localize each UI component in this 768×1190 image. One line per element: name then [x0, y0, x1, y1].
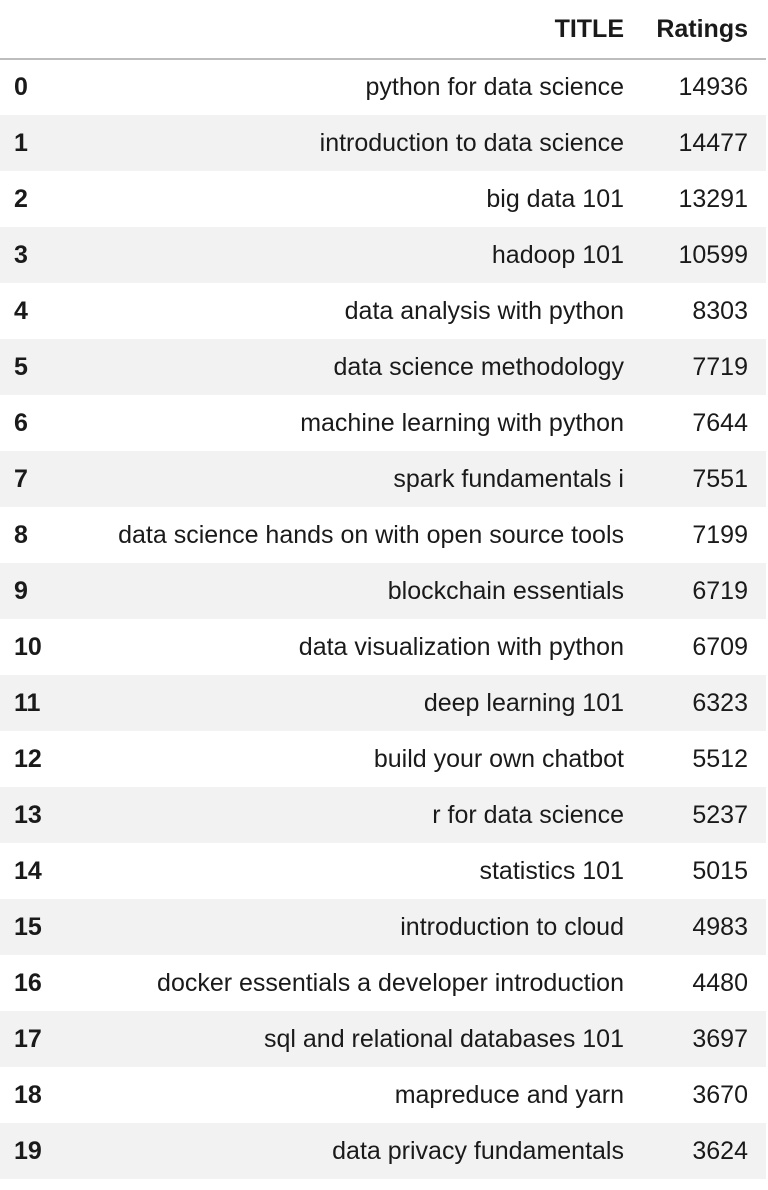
row-index: 19: [14, 1136, 42, 1165]
row-title-cell: spark fundamentals i: [393, 464, 624, 493]
row-index: 9: [14, 576, 28, 605]
table-row: 9 blockchain essentials 6719: [0, 563, 766, 619]
row-ratings-cell: 7719: [692, 352, 748, 381]
table-row: 18 mapreduce and yarn 3670: [0, 1067, 766, 1123]
row-ratings-cell: 13291: [678, 184, 748, 213]
row-index: 0: [14, 73, 28, 101]
row-index: 7: [14, 464, 28, 493]
table-row: 1 introduction to data science 14477: [0, 115, 766, 171]
table-body: 0 python for data science 14936 1 introducti…: [0, 59, 766, 1179]
row-title-cell: introduction to cloud: [400, 912, 624, 941]
row-ratings-cell: 10599: [678, 240, 748, 269]
row-title-cell: deep learning 101: [423, 688, 624, 717]
table-row: 10 data visualization with python 6709: [0, 619, 766, 675]
table-row: 14 statistics 101 5015: [0, 843, 766, 899]
table-row: 8 data science hands on with open source …: [0, 507, 766, 563]
row-index: 17: [14, 1024, 42, 1053]
row-title-cell: introduction to data science: [319, 128, 624, 157]
row-index: 6: [14, 408, 28, 437]
row-index: 8: [14, 520, 28, 549]
table-row: 16 docker essentials a developer introduc…: [0, 955, 766, 1011]
row-ratings-cell: 4480: [692, 968, 748, 997]
table-row: 0 python for data science 14936: [0, 59, 766, 115]
row-title-cell: data science methodology: [333, 352, 624, 381]
row-index: 12: [14, 744, 42, 773]
table-row: 19 data privacy fundamentals 3624: [0, 1123, 766, 1179]
row-ratings-cell: 3624: [692, 1136, 748, 1165]
row-ratings-cell: 14936: [678, 73, 748, 101]
table-row: 4 data analysis with python 8303: [0, 283, 766, 339]
index-column-header: [0, 0, 64, 60]
table-row: 6 machine learning with python 7644: [0, 395, 766, 451]
row-title-cell: statistics 101: [479, 856, 624, 885]
table-row: 15 introduction to cloud 4983: [0, 899, 766, 955]
table-row: 7 spark fundamentals i 7551: [0, 451, 766, 507]
row-index: 2: [14, 184, 28, 213]
row-title-cell: data analysis with python: [344, 296, 624, 325]
table-row: 11 deep learning 101 6323: [0, 675, 766, 731]
header-row: TITLE Ratings: [0, 0, 766, 60]
row-title-cell: big data 101: [486, 184, 624, 213]
row-title-cell: blockchain essentials: [387, 576, 624, 605]
row-ratings-cell: 14477: [678, 128, 748, 157]
row-ratings-cell: 6323: [692, 688, 748, 717]
row-title-cell: docker essentials a developer introducti…: [157, 968, 624, 997]
row-title-cell: mapreduce and yarn: [394, 1080, 624, 1109]
row-index: 3: [14, 240, 28, 269]
row-title-cell: hadoop 101: [491, 240, 624, 269]
table-row: 17 sql and relational databases 101 3697: [0, 1011, 766, 1067]
table-row: 12 build your own chatbot 5512: [0, 731, 766, 787]
row-index: 16: [14, 968, 42, 997]
row-index: 4: [14, 296, 28, 325]
row-index: 15: [14, 912, 42, 941]
row-ratings-cell: 7644: [692, 408, 748, 437]
row-title-cell: data science hands on with open source t…: [118, 520, 624, 549]
title-column-header: TITLE: [64, 0, 642, 60]
table-row: 2 big data 101 13291: [0, 171, 766, 227]
row-ratings-cell: 4983: [692, 912, 748, 941]
row-title-cell: machine learning with python: [300, 408, 624, 437]
row-index: 10: [14, 632, 42, 661]
row-ratings-cell: 3670: [692, 1080, 748, 1109]
row-ratings-cell: 3697: [692, 1024, 748, 1053]
row-index: 5: [14, 352, 28, 381]
row-ratings-cell: 8303: [692, 296, 748, 325]
row-ratings-cell: 5512: [692, 744, 748, 773]
row-index: 11: [14, 688, 41, 717]
row-title-cell: r for data science: [432, 800, 624, 829]
table-row: 5 data science methodology 7719: [0, 339, 766, 395]
row-title-cell: data visualization with python: [298, 632, 624, 661]
table-row: 13 r for data science 5237: [0, 787, 766, 843]
row-ratings-cell: 5015: [692, 856, 748, 885]
row-index: 18: [14, 1080, 42, 1109]
row-index: 13: [14, 800, 42, 829]
row-index: 14: [14, 856, 42, 885]
row-title-cell: build your own chatbot: [373, 744, 624, 773]
ratings-column-header: Ratings: [642, 0, 766, 60]
table-row: 3 hadoop 101 10599: [0, 227, 766, 283]
table-header: TITLE Ratings: [0, 0, 766, 60]
row-ratings-cell: 6719: [692, 576, 748, 605]
row-index: 1: [14, 128, 28, 157]
row-title-cell: python for data science: [365, 73, 625, 101]
row-ratings-cell: 5237: [692, 800, 748, 829]
row-ratings-cell: 6709: [692, 632, 748, 661]
row-ratings-cell: 7199: [692, 520, 748, 549]
row-ratings-cell: 7551: [692, 464, 748, 493]
row-title-cell: sql and relational databases 101: [264, 1024, 624, 1053]
row-title-cell: data privacy fundamentals: [332, 1136, 624, 1165]
